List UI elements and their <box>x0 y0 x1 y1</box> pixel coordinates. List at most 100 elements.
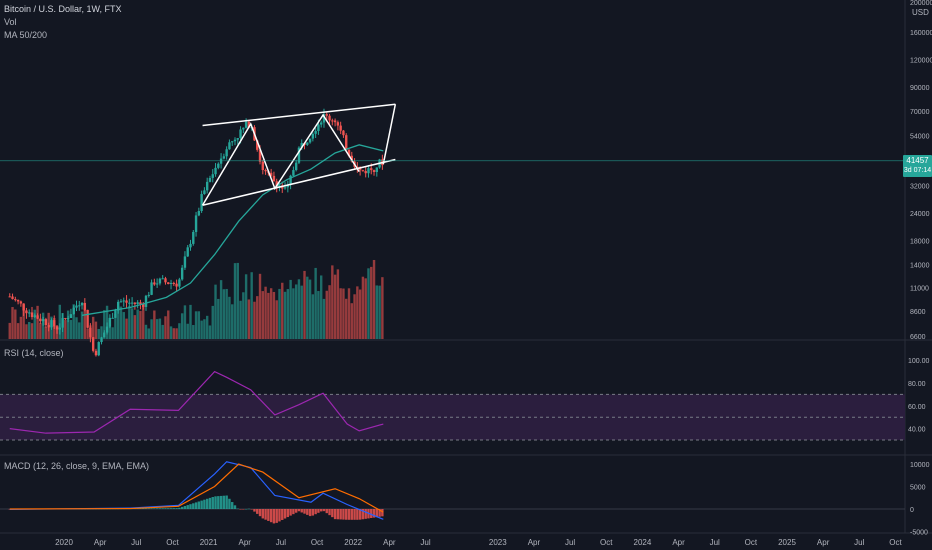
macd-histogram-bar <box>289 509 292 516</box>
candle-body <box>339 125 342 131</box>
volume-bar <box>33 309 36 339</box>
macd-tick-label: 10000 <box>910 462 930 469</box>
volume-bar <box>80 311 84 339</box>
volume-bar <box>119 306 123 339</box>
candle-body <box>180 267 184 280</box>
volume-bar <box>325 290 328 339</box>
rsi-tick-label: 80.00 <box>908 381 926 388</box>
candle-body <box>328 115 331 121</box>
volume-bar <box>125 318 128 339</box>
volume-bar <box>22 304 25 339</box>
volume-bar <box>314 267 317 339</box>
candle-body <box>100 337 103 343</box>
volume-bar <box>30 323 34 339</box>
candle-body <box>264 169 267 172</box>
macd-histogram-bar <box>144 508 148 509</box>
volume-bar <box>239 300 242 339</box>
volume-bar <box>200 320 203 339</box>
macd-histogram-bar <box>303 509 306 514</box>
macd-histogram-bar <box>278 509 281 522</box>
volume-bar <box>14 309 17 339</box>
candle-body <box>283 187 287 189</box>
price-tick-label: 32000 <box>910 183 930 190</box>
price-tick-label: 70000 <box>910 109 930 116</box>
time-tick-label: Jul <box>131 538 141 547</box>
candle-body <box>189 243 192 248</box>
macd-histogram-bar <box>258 509 262 517</box>
candle-body <box>117 301 120 311</box>
channel-cap-line <box>382 104 397 165</box>
time-tick-label: 2023 <box>489 538 507 547</box>
candle-body <box>272 175 276 182</box>
macd-histogram-bar <box>217 496 220 509</box>
macd-histogram-bar <box>364 509 367 519</box>
time-tick-label: Apr <box>672 538 685 547</box>
macd-histogram-bar <box>214 496 217 509</box>
volume-bar <box>78 322 81 339</box>
candle-body <box>308 138 312 143</box>
candle-body <box>222 156 226 159</box>
volume-bar <box>361 276 365 339</box>
ma50-line <box>81 144 384 316</box>
macd-histogram-bar <box>317 509 320 513</box>
candle-body <box>361 170 365 172</box>
candle-body <box>119 301 123 303</box>
macd-histogram-bar <box>308 509 312 517</box>
macd-histogram-bar <box>175 508 178 509</box>
volume-bar <box>167 310 170 339</box>
macd-histogram-bar <box>247 508 251 510</box>
candle-body <box>158 278 162 284</box>
macd-histogram-bar <box>211 497 214 509</box>
macd-histogram-bar <box>267 509 270 521</box>
volume-bar <box>172 328 176 339</box>
volume-bar <box>128 306 131 339</box>
macd-histogram-bar <box>164 508 167 509</box>
volume-bar <box>242 292 245 339</box>
macd-histogram-bar <box>203 499 206 509</box>
volume-bar <box>347 288 351 339</box>
candle-body <box>200 194 203 212</box>
macd-histogram-bar <box>353 509 356 520</box>
candle-body <box>25 310 28 314</box>
volume-bar <box>203 319 206 339</box>
macd-histogram-bar <box>205 498 209 509</box>
volume-bar <box>130 308 134 339</box>
volume-bar <box>219 280 223 339</box>
candle-body <box>155 283 159 285</box>
volume-bar <box>153 310 156 339</box>
candle-body <box>136 302 139 304</box>
volume-bar <box>236 262 239 339</box>
volume-bar <box>39 323 42 339</box>
macd-tick-label: 0 <box>910 507 914 514</box>
price-box: 41457 3d 07:14 <box>903 155 932 177</box>
macd-histogram-bar <box>142 508 145 509</box>
macd-histogram-bar <box>192 503 195 509</box>
candle-body <box>350 155 353 162</box>
macd-histogram-bar <box>314 509 317 515</box>
volume-bar <box>319 275 323 339</box>
rsi-label: RSI (14, close) <box>4 348 64 358</box>
volume-bar <box>308 279 312 339</box>
volume-bar <box>66 310 70 339</box>
volume-bar <box>44 326 48 339</box>
macd-histogram-bar <box>281 509 284 520</box>
volume-bar <box>133 315 137 339</box>
candle-body <box>69 314 73 319</box>
candle-body <box>208 177 212 182</box>
volume-bar <box>114 313 117 339</box>
macd-histogram-bar <box>272 509 276 524</box>
candle-body <box>203 190 206 195</box>
price-tick-label: 14000 <box>910 262 930 269</box>
volume-bar <box>41 312 45 339</box>
rsi-tick-label: 40.00 <box>908 427 926 434</box>
time-tick-label: Oct <box>745 538 758 547</box>
volume-bar <box>161 324 164 339</box>
time-tick-label: Oct <box>311 538 324 547</box>
volume-bar <box>111 327 114 339</box>
volume-bar <box>269 288 273 339</box>
macd-histogram-bar <box>147 508 150 509</box>
volume-bar <box>256 296 259 339</box>
volume-bar <box>105 305 109 339</box>
macd-histogram-bar <box>239 509 242 510</box>
